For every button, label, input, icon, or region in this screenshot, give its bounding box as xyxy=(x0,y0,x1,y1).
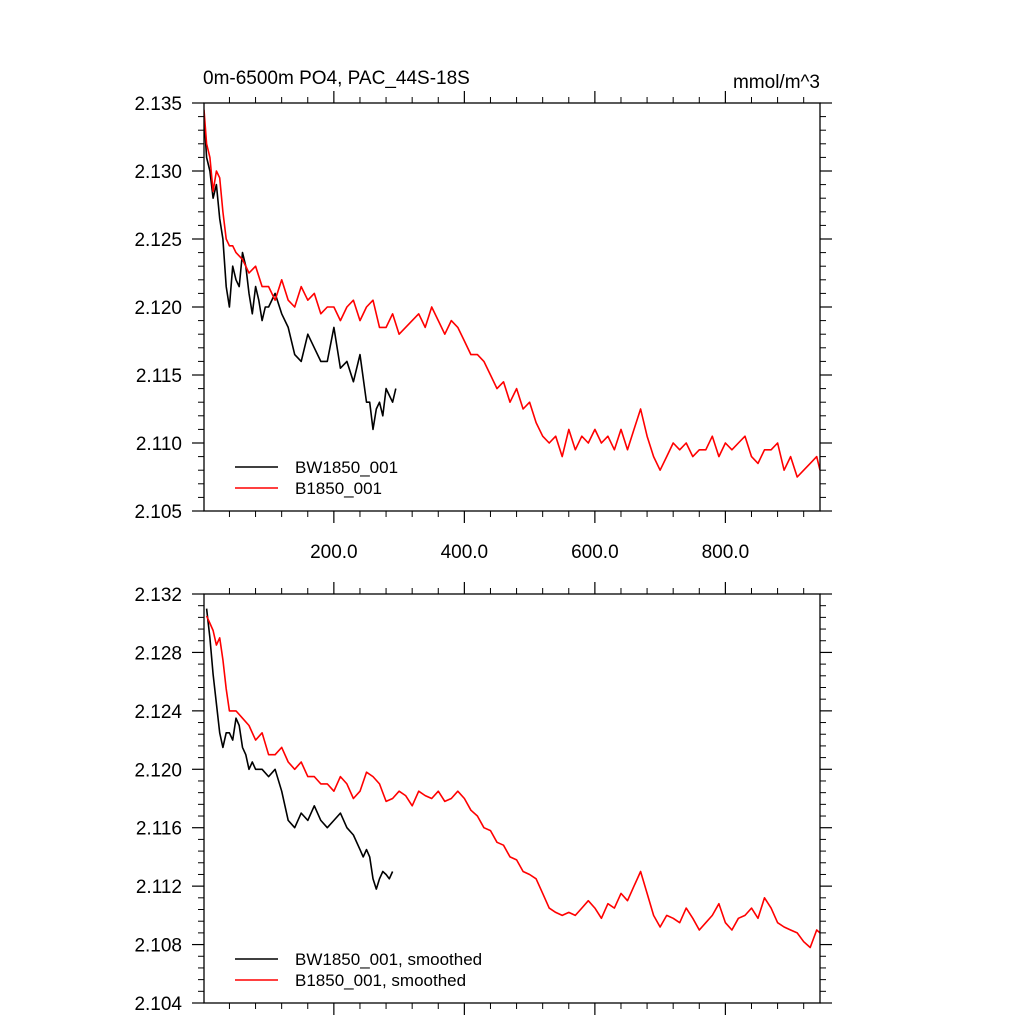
plot-frame xyxy=(203,102,821,512)
legend-label: B1850_001, smoothed xyxy=(295,971,466,990)
series-line-b1850 xyxy=(204,109,820,478)
y-tick-label: 2.130 xyxy=(134,162,182,183)
legend-label: B1850_001 xyxy=(295,479,382,498)
x-tick-label: 600.0 xyxy=(571,542,619,563)
y-tick-label: 2.128 xyxy=(134,643,182,664)
y-tick-label: 2.116 xyxy=(136,819,182,840)
series-line-b1850 xyxy=(205,615,820,949)
series-line-bw1850 xyxy=(204,116,397,431)
chart-title: 0m-6500m PO4, PAC_44S-18S xyxy=(203,68,470,89)
y-tick-label: 2.120 xyxy=(134,298,182,319)
top-plot: 2.105 2.110 2.115 2.120 2.125 2.130 2.135 200.0… xyxy=(134,91,832,563)
x-tick-label: 800.0 xyxy=(702,542,750,563)
y-tick-label: 2.132 xyxy=(134,585,182,606)
y-tick-label: 2.110 xyxy=(136,434,182,455)
y-tick-label: 2.135 xyxy=(134,94,182,115)
y-tick-label: 2.104 xyxy=(134,994,182,1015)
x-tick-label: 200.0 xyxy=(310,542,358,563)
legend-label: BW1850_001, smoothed xyxy=(295,950,482,969)
y-tick-label: 2.115 xyxy=(136,366,182,387)
series-line-bw1850 xyxy=(205,608,394,890)
bottom-plot: 2.104 2.108 2.112 2.116 2.120 2.124 2.128 2.132… xyxy=(134,582,832,1015)
x-tick-label: 400.0 xyxy=(441,542,489,563)
plot-frame xyxy=(203,593,821,1004)
y-tick-label: 2.124 xyxy=(134,702,182,723)
units-label: mmol/m^3 xyxy=(733,72,820,93)
y-tick-label: 2.112 xyxy=(136,877,182,898)
y-tick-label: 2.125 xyxy=(134,230,182,251)
y-tick-label: 2.120 xyxy=(134,760,182,781)
y-tick-label: 2.108 xyxy=(134,936,182,957)
legend-label: BW1850_001 xyxy=(295,458,398,477)
y-tick-label: 2.105 xyxy=(134,502,182,523)
